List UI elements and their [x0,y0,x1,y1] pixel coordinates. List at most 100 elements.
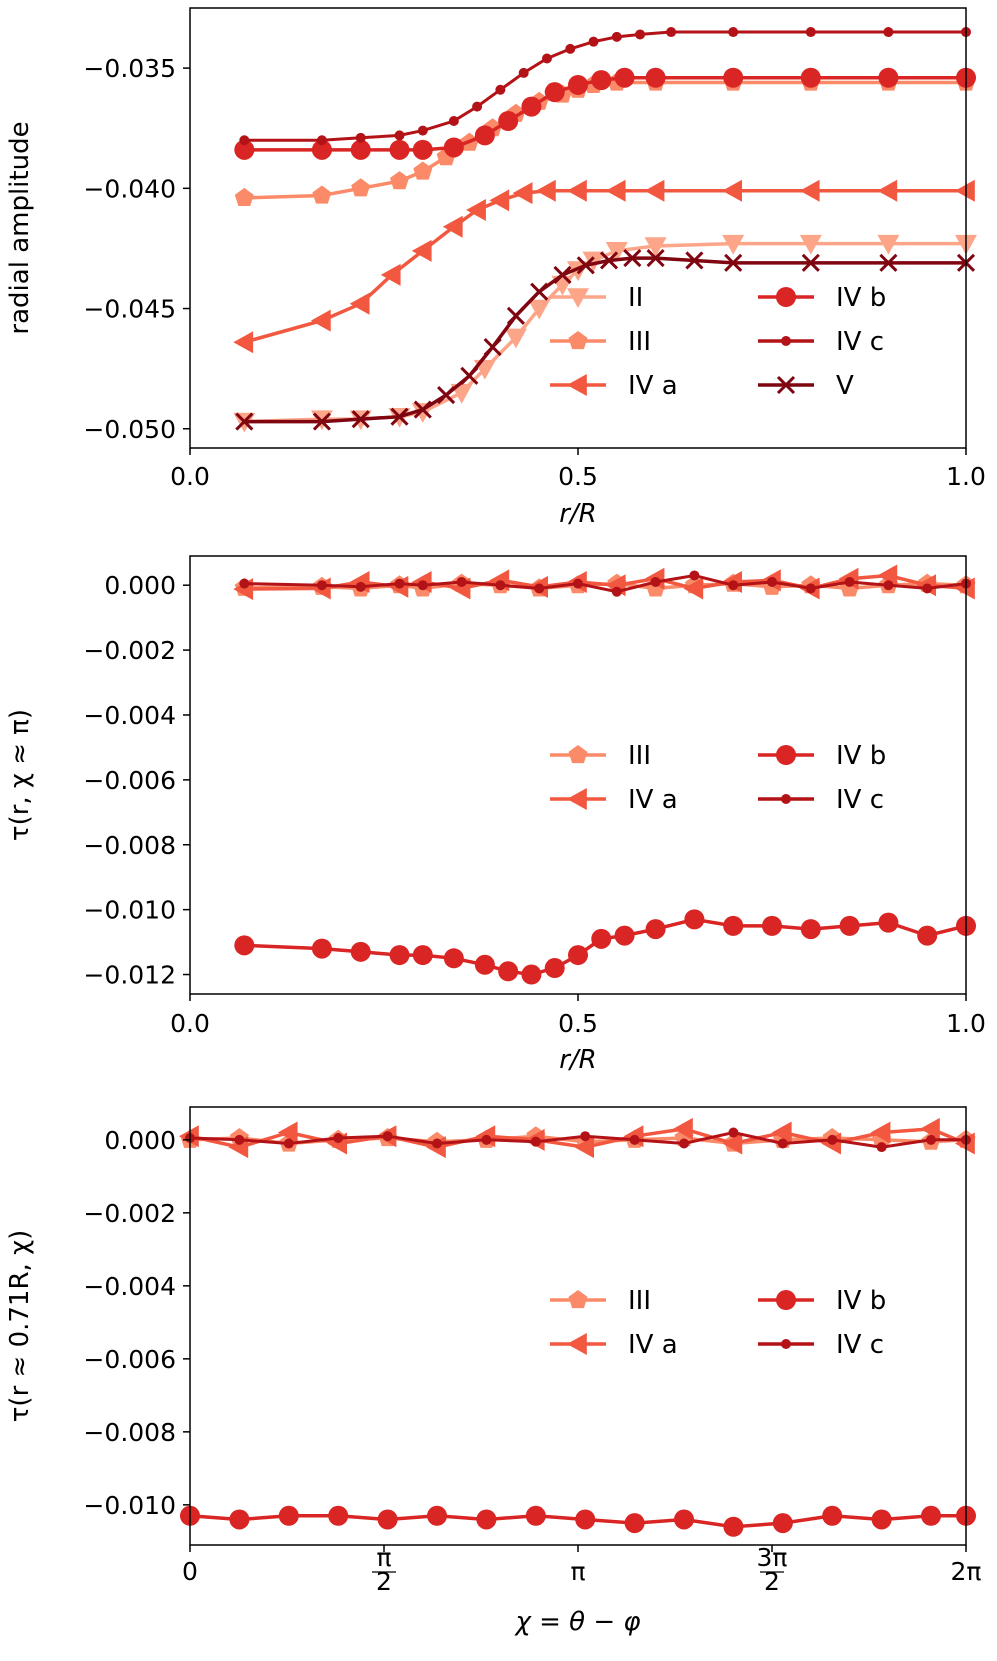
data-point [355,132,366,143]
data-point [805,583,816,594]
legend-entry: IV c [758,327,884,357]
data-point [432,1138,443,1149]
data-point [771,1121,792,1144]
data-point [591,70,612,91]
data-point [876,1142,887,1153]
torsion-vs-radius-panel: 0.000 −0.002 −0.004 −0.006 −0.008 −0.010 −0.01… [5,555,986,1075]
legend-marker [781,794,791,804]
data-point [472,101,483,112]
data-point [235,412,254,431]
data-point [645,67,666,88]
data-point [412,139,433,160]
legend-entry: III [550,327,651,357]
y-tick-label: −0.010 [83,896,176,925]
data-point [573,578,583,589]
y-tick-label: −0.006 [83,1345,176,1374]
legend-label: IV b [836,1286,886,1316]
legend-marker [567,374,587,396]
data-point [443,137,464,158]
data-point [827,1134,838,1145]
data-point [504,328,527,349]
x-tick-label: 1.0 [946,462,986,491]
data-point [277,1121,298,1144]
legend-marker [567,788,587,810]
data-point [722,179,742,202]
legend-entry: III [550,1286,651,1316]
data-point [512,182,533,205]
data-point [234,935,255,956]
data-point [412,945,433,966]
data-point [805,27,816,38]
x-tick-label: 1.0 [946,1009,986,1038]
data-point [728,1127,739,1138]
data-point [917,925,938,946]
data-point [723,67,744,88]
data-point [442,215,463,238]
data-point [312,185,332,204]
x-tick-label-denominator: 2 [376,1567,392,1596]
legend-entry: IV a [550,371,678,401]
series-line [244,917,967,977]
data-point [474,125,495,146]
data-point [920,1117,940,1140]
data-point [723,1516,744,1537]
data-point [351,178,371,197]
data-point [822,1505,843,1526]
data-point [495,580,506,591]
y-tick-label: −0.045 [83,295,176,324]
data-point [481,1134,492,1145]
data-point [801,253,820,272]
data-point [646,248,665,268]
data-point [234,187,254,206]
data-point [498,111,519,132]
data-point [883,580,894,591]
data-point [427,1505,448,1526]
series-line [244,256,966,424]
data-point [614,67,635,88]
series-iv-a [233,179,975,354]
data-point [495,84,506,95]
legend-marker [776,745,796,765]
data-point [506,306,525,325]
x-tick-label: 2π [951,1557,982,1586]
y-tick-label: −0.012 [83,961,176,990]
data-point [839,915,860,936]
x-tick-label: 0.5 [558,462,598,491]
data-point [239,135,250,146]
data-point [394,130,405,141]
data-point [283,1138,294,1149]
data-point [635,29,646,40]
data-point [413,400,432,419]
data-point [568,74,588,95]
x-tick-label-denominator: 2 [764,1567,780,1596]
data-point [611,31,622,42]
legend-entry: IV b [758,283,886,313]
x-tick-label: 0 [182,1557,198,1586]
series-iv-c [185,1127,971,1153]
data-point [525,1505,546,1526]
legend-entry: III [550,741,651,771]
legend-entry: IV a [550,785,678,815]
data-point [777,1138,788,1149]
legend-entry: IV b [758,1286,886,1316]
data-point [575,1509,596,1530]
data-point [576,256,595,275]
legend-label: III [628,741,651,771]
data-point [460,366,479,385]
x-tick-label: 0.0 [170,462,210,491]
x-tick-label: 0.0 [170,1009,210,1038]
legend-marker [568,745,588,764]
data-point [377,1509,398,1530]
x-tick-label: 0.5 [558,1009,598,1038]
data-point [316,580,327,591]
data-point [389,945,410,966]
legend-entry: II [550,283,643,313]
data-point [489,189,510,212]
legend-marker [776,375,796,395]
data-point [645,919,666,940]
series-iv-b [234,67,976,160]
data-point [799,234,822,255]
data-point [229,1509,250,1530]
data-point [684,909,705,930]
